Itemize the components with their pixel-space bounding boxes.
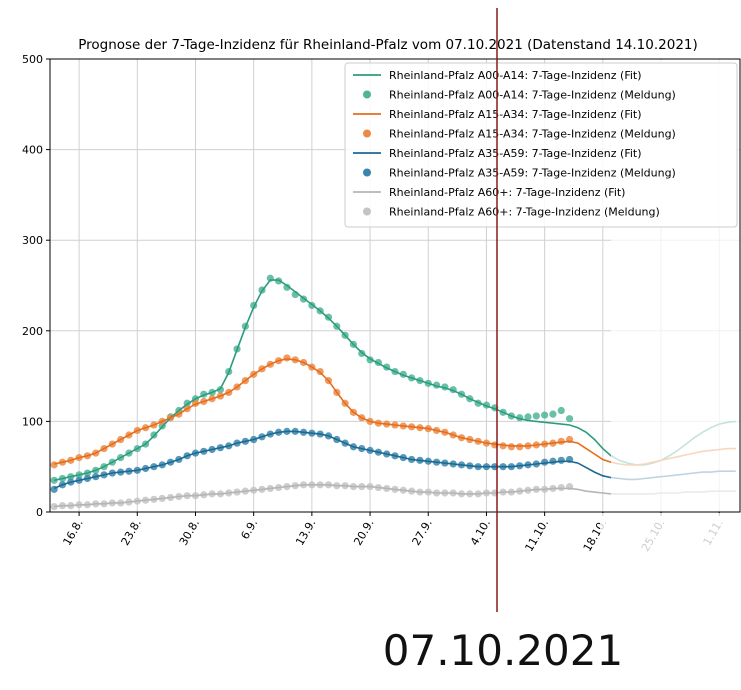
report-dot — [283, 354, 291, 362]
legend-label: Rheinland-Pfalz A15-A34: 7-Tage-Inzidenz… — [389, 108, 642, 121]
y-tick-label: 0 — [36, 506, 43, 519]
report-dot — [524, 413, 532, 421]
report-dot — [50, 476, 58, 484]
x-tick-label: 23.8. — [119, 517, 144, 548]
legend-label: Rheinland-Pfalz A00-A14: 7-Tage-Inzidenz… — [389, 69, 642, 82]
report-dot — [565, 415, 574, 423]
legend-label: Rheinland-Pfalz A15-A34: 7-Tage-Inzidenz… — [389, 128, 676, 141]
y-tick-label: 300 — [22, 234, 43, 247]
legend-label: Rheinland-Pfalz A60+: 7-Tage-Inzidenz (F… — [389, 186, 625, 199]
report-dot — [283, 283, 291, 291]
report-dot — [549, 410, 557, 418]
report-dot — [50, 461, 58, 469]
legend-label: Rheinland-Pfalz A60+: 7-Tage-Inzidenz (M… — [389, 206, 660, 219]
x-tick-label: 11.10. — [522, 517, 551, 554]
forecast-fade-labels — [600, 513, 741, 583]
report-dot — [532, 412, 540, 420]
legend: Rheinland-Pfalz A00-A14: 7-Tage-Inzidenz… — [344, 62, 738, 228]
legend-label: Rheinland-Pfalz A35-A59: 7-Tage-Inzidenz… — [389, 167, 676, 180]
report-dot — [557, 483, 565, 492]
y-tick-label: 500 — [22, 53, 43, 66]
x-tick-label: 16.8. — [60, 517, 85, 548]
x-tick-label: 6.9. — [239, 517, 261, 542]
y-tick-label: 200 — [22, 325, 43, 338]
x-tick-label: 13.9. — [293, 517, 318, 548]
legend-box — [344, 62, 738, 228]
chart-title: Prognose der 7-Tage-Inzidenz für Rheinla… — [78, 37, 698, 53]
legend-dot — [363, 129, 371, 138]
x-tick-label: 20.9. — [351, 517, 376, 548]
report-dot — [557, 456, 565, 464]
x-tick-label: 4.10. — [468, 517, 493, 548]
legend-label: Rheinland-Pfalz A00-A14: 7-Tage-Inzidenz… — [389, 89, 676, 102]
annotation: 07.10.2021 — [383, 626, 623, 675]
y-tick-label: 100 — [22, 415, 43, 428]
report-dot — [541, 411, 549, 419]
report-dot — [507, 443, 515, 451]
plot-frame — [49, 58, 741, 513]
legend-label: Rheinland-Pfalz A35-A59: 7-Tage-Inzidenz… — [389, 147, 642, 160]
y-tick-label: 400 — [22, 144, 43, 157]
legend-dot — [363, 90, 371, 99]
x-tick-label: 27.9. — [410, 517, 435, 548]
report-dot — [557, 406, 565, 415]
report-dot — [216, 386, 225, 394]
legend-dot — [363, 207, 371, 216]
legend-dot — [363, 168, 371, 177]
report-dot — [50, 502, 58, 511]
report-dot — [516, 443, 524, 451]
x-tick-label: 30.8. — [177, 517, 202, 548]
